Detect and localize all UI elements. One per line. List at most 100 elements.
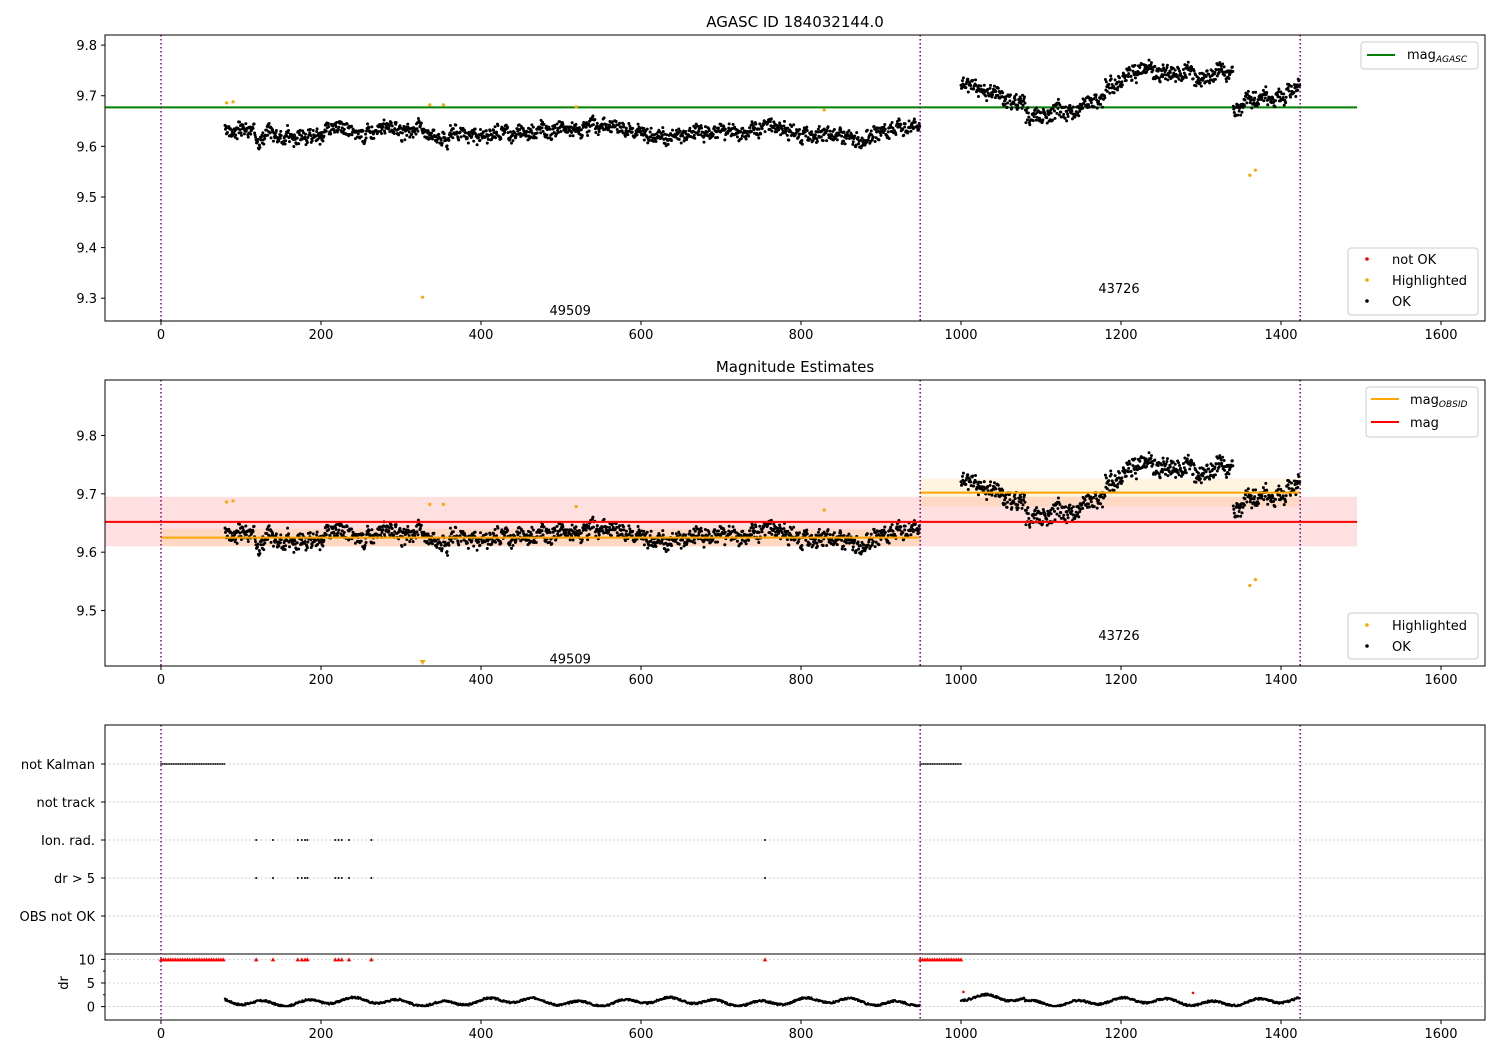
panel1-ok-point — [366, 122, 370, 126]
panel1-ok-point — [244, 122, 248, 126]
panel1-ok-point — [759, 132, 763, 136]
panel2-ok-point — [1149, 456, 1153, 460]
panel1-ok-point — [966, 90, 970, 94]
panel1-ok-point — [345, 122, 349, 126]
panel1-ok-point — [279, 129, 283, 133]
panel2-ytick-label: 9.6 — [76, 546, 97, 561]
panel1-ok-point — [334, 125, 338, 129]
panel2-ok-point — [587, 524, 591, 528]
panel2-ok-point — [1164, 468, 1168, 472]
flag-point — [958, 763, 960, 765]
flag-point — [764, 877, 766, 879]
panel2-ok-point — [248, 528, 252, 532]
panel2-ok-point — [770, 532, 774, 536]
flag-point — [340, 839, 343, 841]
panel1-ok-point — [483, 135, 487, 139]
panel2-ok-point — [1047, 514, 1051, 518]
panel1-ok-point — [300, 134, 304, 138]
panel1-ok-point — [376, 130, 380, 134]
panel2-ok-point — [778, 523, 782, 527]
panel2-ok-point — [1130, 474, 1134, 478]
panel1-ok-point — [1220, 67, 1224, 71]
panel1-ok-point — [259, 138, 263, 142]
panel1-ok-point — [883, 123, 887, 127]
panel2-ok-point — [254, 540, 258, 544]
panel2-ok-point — [510, 546, 514, 550]
flag-point — [179, 763, 182, 765]
panel1-ok-point — [986, 87, 990, 91]
panel2-xtick-label: 600 — [629, 673, 654, 688]
panel1-ok-point — [670, 128, 674, 132]
panel2-ok-point — [1289, 481, 1293, 485]
panel2-ok-point — [985, 497, 989, 501]
panel1-ok-point — [890, 121, 894, 125]
panel2-ok-point — [466, 546, 470, 550]
panel2-ok-point — [1092, 505, 1096, 509]
panel1-ok-point — [1181, 68, 1185, 72]
panel1-ok-point — [244, 129, 248, 133]
panel2-ok-point — [530, 525, 534, 529]
panel1-ok-point — [907, 119, 911, 123]
panel2-ok-point — [298, 532, 302, 536]
panel2-ok-point — [326, 524, 330, 528]
panel2-ok-point — [1158, 476, 1162, 480]
panel2-ok-point — [815, 544, 819, 548]
panel2-ok-point — [416, 533, 420, 537]
panel1-ok-point — [813, 133, 817, 137]
panel2-ok-point — [309, 538, 313, 542]
panel2-ok-point — [602, 517, 606, 521]
flag-point — [952, 763, 955, 765]
panel1-ok-point — [451, 127, 455, 131]
panel2-ok-point — [1237, 510, 1241, 514]
panel1-ok-point — [382, 118, 386, 122]
panel1-ok-point — [1133, 63, 1137, 67]
panel1-ytick-label: 9.3 — [76, 292, 97, 307]
panel2-ok-point — [861, 549, 865, 553]
flag-row-label: not Kalman — [21, 758, 95, 773]
panel1-ytick-label: 9.6 — [76, 140, 97, 155]
panel1-ok-point — [966, 77, 970, 81]
panel2-ok-point — [484, 532, 488, 536]
flag-point — [935, 763, 937, 765]
panel2-ok-point — [398, 526, 402, 530]
panel1-ok-point — [1117, 80, 1121, 84]
panel2-ok-point — [413, 534, 417, 538]
flag-point — [165, 763, 168, 765]
panel2-ok-point — [380, 530, 384, 534]
flag-point — [933, 763, 936, 765]
panel1-ok-point — [1153, 64, 1157, 68]
panel2-ok-point — [744, 539, 748, 543]
panel2-ok-point — [260, 537, 264, 541]
panel1-ok-point — [760, 127, 764, 131]
panel1-ok-point — [1223, 73, 1227, 77]
panel2-ok-point — [315, 533, 319, 537]
flag-point — [936, 763, 939, 765]
panel1-ok-point — [1192, 69, 1196, 73]
panel1-ok-point — [309, 133, 313, 137]
panel1-ok-point — [580, 133, 584, 137]
panel2-ok-point — [1214, 462, 1218, 466]
panel2-ok-point — [1034, 513, 1038, 517]
panel1-ok-point — [591, 114, 595, 118]
panel2-ok-point — [1232, 511, 1236, 515]
flag-point — [167, 763, 169, 765]
panel2-ok-point — [1043, 514, 1047, 518]
panel1-ok-point — [1066, 112, 1070, 116]
panel2-ok-point — [786, 529, 790, 533]
panel2-ok-point — [1236, 503, 1240, 507]
panel2-ok-point — [1108, 489, 1112, 493]
panel2-ok-point — [252, 524, 256, 528]
panel2-ok-point — [840, 538, 844, 542]
flag-point — [168, 763, 171, 765]
panel1-ok-point — [419, 121, 423, 125]
panel1-ok-point — [993, 96, 997, 100]
panel1-ok-point — [541, 129, 545, 133]
panel1-ok-point — [684, 132, 688, 136]
panel1-ok-point — [535, 131, 539, 135]
panel1-ok-point — [242, 132, 246, 136]
panel2-ok-point — [642, 543, 646, 547]
panel1-ok-point — [1004, 95, 1008, 99]
panel1-ok-point — [790, 125, 794, 129]
panel1-ok-point — [314, 134, 318, 138]
